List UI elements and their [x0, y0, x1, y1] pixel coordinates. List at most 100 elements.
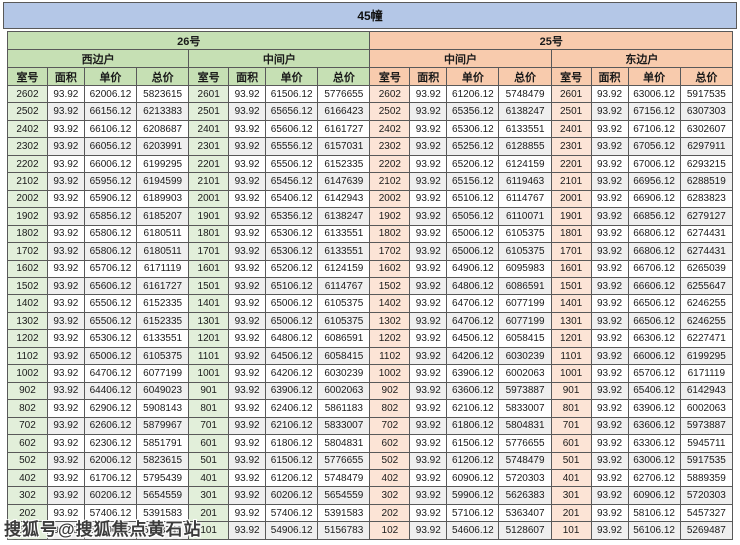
- cell-total-price: 5776655: [317, 84, 371, 104]
- cell-total-price: 6297911: [679, 137, 734, 156]
- cell-total-price: 5804831: [317, 434, 371, 453]
- table-row: 1102 93.92 65006.12 6105375 1101 93.92 64506.1…: [7, 346, 734, 366]
- cell-unit-price: 67106.12: [627, 119, 681, 139]
- cell-total-price: 6171119: [679, 364, 734, 383]
- cell-total-price: 6133551: [317, 242, 371, 261]
- cell-total-price: 6086591: [498, 276, 552, 296]
- cell-unit-price: 57106.12: [446, 503, 500, 523]
- cell-unit-price: 65606.12: [83, 276, 138, 296]
- cell-unit-price: 65056.12: [446, 207, 500, 226]
- cell-unit-price: 62106.12: [265, 416, 319, 436]
- cell-total-price: 6152335: [317, 154, 371, 174]
- cell-room: 2101: [550, 172, 592, 191]
- cell-room: 1602: [7, 259, 48, 278]
- cell-unit-price: 65306.12: [446, 119, 500, 139]
- cell-area: 93.92: [590, 346, 629, 366]
- cell-unit-price: 64206.12: [446, 346, 500, 366]
- cell-unit-price: 65006.12: [265, 311, 319, 331]
- cell-area: 93.92: [590, 102, 629, 121]
- cell-room: 1901: [188, 207, 230, 226]
- cell-unit-price: 61806.12: [265, 434, 319, 453]
- cell-total-price: 5748479: [498, 451, 552, 470]
- cell-unit-price: 63006.12: [627, 451, 681, 470]
- cell-area: 93.92: [228, 381, 267, 401]
- cell-total-price: 6302607: [679, 119, 734, 139]
- cell-room: 1802: [7, 224, 48, 244]
- table-row: 2402 93.92 66106.12 6208687 2401 93.92 65606.1…: [7, 119, 734, 139]
- cell-area: 93.92: [46, 242, 85, 261]
- col-header-area: 面积: [409, 67, 448, 86]
- cell-room: 2201: [550, 154, 592, 174]
- cell-room: 2202: [369, 154, 411, 174]
- cell-area: 93.92: [46, 416, 85, 436]
- cell-area: 93.92: [409, 154, 448, 174]
- cell-room: 2301: [188, 137, 230, 156]
- cell-total-price: 5203743: [136, 521, 190, 540]
- cell-unit-price: 63606.12: [627, 416, 681, 436]
- cell-area: 93.92: [46, 503, 85, 523]
- cell-unit-price: 64806.12: [446, 276, 500, 296]
- cell-room: 602: [369, 434, 411, 453]
- cell-area: 93.92: [228, 189, 267, 209]
- cell-room: 801: [550, 399, 592, 418]
- cell-total-price: 6002063: [498, 364, 552, 383]
- cell-area: 93.92: [409, 172, 448, 191]
- cell-area: 93.92: [590, 468, 629, 488]
- cell-area: 93.92: [228, 102, 267, 121]
- cell-unit-price: 65206.12: [265, 259, 319, 278]
- cell-room: 501: [550, 451, 592, 470]
- cell-total-price: 6199295: [136, 154, 190, 174]
- cell-total-price: 5128607: [498, 521, 552, 540]
- cell-unit-price: 63906.12: [627, 399, 681, 418]
- col-header-unit-price: 单价: [265, 67, 319, 86]
- cell-total-price: 6180511: [136, 224, 190, 244]
- cell-unit-price: 65656.12: [265, 102, 319, 121]
- cell-room: 402: [7, 468, 48, 488]
- cell-total-price: 6077199: [136, 364, 190, 383]
- cell-area: 93.92: [228, 119, 267, 139]
- cell-area: 93.92: [590, 381, 629, 401]
- cell-total-price: 6002063: [317, 381, 371, 401]
- cell-area: 93.92: [590, 399, 629, 418]
- cell-total-price: 6105375: [498, 224, 552, 244]
- cell-room: 802: [7, 399, 48, 418]
- cell-unit-price: 64706.12: [446, 311, 500, 331]
- cell-unit-price: 65706.12: [83, 259, 138, 278]
- cell-total-price: 5973887: [679, 416, 734, 436]
- cell-area: 93.92: [46, 451, 85, 470]
- cell-area: 93.92: [590, 224, 629, 244]
- cell-total-price: 6105375: [317, 311, 371, 331]
- cell-room: 1302: [369, 311, 411, 331]
- cell-unit-price: 66856.12: [627, 207, 681, 226]
- cell-room: 401: [188, 468, 230, 488]
- cell-total-price: 6161727: [317, 119, 371, 139]
- cell-unit-price: 62006.12: [83, 451, 138, 470]
- col-header-area: 面积: [228, 67, 267, 86]
- cell-room: 2401: [188, 119, 230, 139]
- cell-unit-price: 64806.12: [265, 329, 319, 348]
- cell-total-price: 6133551: [317, 224, 371, 244]
- cell-area: 93.92: [409, 434, 448, 453]
- cell-room: 702: [7, 416, 48, 436]
- cell-unit-price: 64506.12: [446, 329, 500, 348]
- cell-unit-price: 63306.12: [627, 434, 681, 453]
- cell-area: 93.92: [590, 154, 629, 174]
- cell-room: 1801: [188, 224, 230, 244]
- cell-unit-price: 64706.12: [446, 294, 500, 313]
- cell-total-price: 6030239: [317, 364, 371, 383]
- cell-area: 93.92: [409, 416, 448, 436]
- cell-unit-price: 62006.12: [83, 84, 138, 104]
- cell-room: 1801: [550, 224, 592, 244]
- watermark: 搜狐号@搜狐焦点黄石站: [4, 520, 202, 539]
- cell-area: 93.92: [46, 172, 85, 191]
- cell-total-price: 5795439: [136, 468, 190, 488]
- cell-room: 1702: [7, 242, 48, 261]
- cell-total-price: 6114767: [317, 276, 371, 296]
- cell-unit-price: 61506.12: [446, 434, 500, 453]
- cell-unit-price: 65506.12: [265, 154, 319, 174]
- cell-room: 1501: [188, 276, 230, 296]
- cell-unit-price: 55406.12: [83, 521, 138, 540]
- cell-unit-price: 62306.12: [83, 434, 138, 453]
- cell-area: 93.92: [409, 84, 448, 104]
- cell-unit-price: 65356.12: [446, 102, 500, 121]
